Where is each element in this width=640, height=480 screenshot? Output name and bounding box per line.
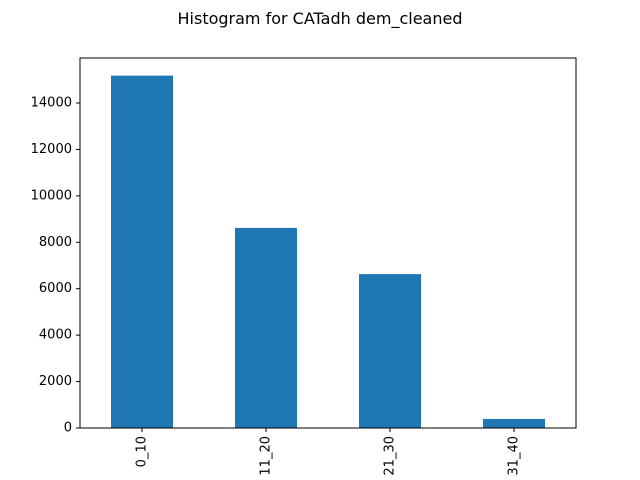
y-tick-label: 2000 <box>39 374 72 389</box>
y-tick-label: 14000 <box>31 96 72 111</box>
y-tick-label: 8000 <box>39 235 72 250</box>
y-tick-label: 4000 <box>39 328 72 343</box>
y-tick-label: 6000 <box>39 281 72 296</box>
y-tick-label: 10000 <box>31 188 72 203</box>
bar-21_30 <box>359 274 421 428</box>
y-tick-label: 12000 <box>31 142 72 157</box>
bar-31_40 <box>483 418 545 428</box>
plot-frame <box>79 57 577 429</box>
y-tick-label: 0 <box>64 421 72 436</box>
x-tick-label: 11_20 <box>259 436 274 476</box>
bar-0_10 <box>111 75 173 428</box>
y-axis: 0 2000 4000 6000 8000 10000 12000 14000 <box>31 96 80 436</box>
bars-group <box>111 75 545 428</box>
x-tick-label: 21_30 <box>383 436 398 476</box>
chart-title: Histogram for CATadh dem_cleaned <box>178 9 463 29</box>
x-axis: 0_10 11_20 21_30 31_40 <box>135 428 522 476</box>
x-tick-label: 31_40 <box>507 436 522 476</box>
x-tick-label: 0_10 <box>135 436 150 467</box>
bar-11_20 <box>235 227 297 428</box>
